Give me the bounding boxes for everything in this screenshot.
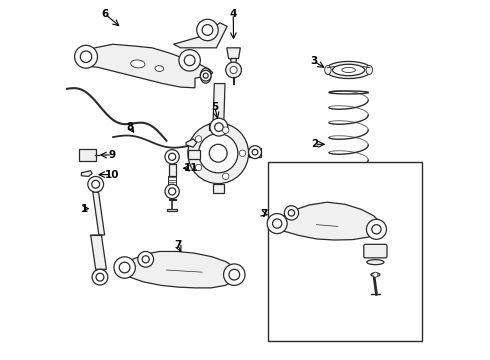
Circle shape <box>222 127 229 133</box>
Polygon shape <box>188 150 200 158</box>
Circle shape <box>92 180 99 188</box>
Circle shape <box>202 24 213 35</box>
Circle shape <box>165 184 179 199</box>
Circle shape <box>92 269 108 285</box>
Bar <box>268 162 422 341</box>
Text: 7: 7 <box>260 209 268 219</box>
Text: 10: 10 <box>105 170 120 180</box>
Circle shape <box>198 134 238 173</box>
Circle shape <box>196 164 202 171</box>
Circle shape <box>239 150 245 157</box>
Polygon shape <box>227 48 241 59</box>
Circle shape <box>184 55 195 66</box>
Circle shape <box>222 173 229 180</box>
Circle shape <box>80 51 92 63</box>
Polygon shape <box>248 148 261 157</box>
Circle shape <box>367 219 387 239</box>
Circle shape <box>284 206 298 220</box>
Circle shape <box>119 262 130 273</box>
Text: 2: 2 <box>311 139 318 149</box>
Circle shape <box>226 62 242 78</box>
Polygon shape <box>91 235 106 269</box>
Circle shape <box>197 19 218 41</box>
Circle shape <box>169 188 176 195</box>
FancyBboxPatch shape <box>364 244 387 258</box>
Circle shape <box>142 256 149 263</box>
Text: 5: 5 <box>211 102 218 112</box>
Ellipse shape <box>131 60 145 68</box>
Ellipse shape <box>155 66 164 71</box>
Polygon shape <box>213 184 223 193</box>
Ellipse shape <box>333 64 365 76</box>
Text: 4: 4 <box>229 9 237 19</box>
Circle shape <box>272 219 282 228</box>
Ellipse shape <box>325 62 372 78</box>
Circle shape <box>252 149 258 155</box>
Circle shape <box>179 50 200 71</box>
Text: 11: 11 <box>183 163 198 173</box>
Circle shape <box>209 144 227 162</box>
Circle shape <box>165 150 179 164</box>
Text: 8: 8 <box>126 122 134 132</box>
Circle shape <box>138 251 153 267</box>
Circle shape <box>230 66 237 73</box>
Ellipse shape <box>200 68 211 83</box>
Polygon shape <box>169 164 176 176</box>
Text: 6: 6 <box>101 9 109 19</box>
Circle shape <box>200 70 211 81</box>
Text: 1: 1 <box>81 203 88 213</box>
Circle shape <box>74 45 98 68</box>
Ellipse shape <box>366 66 372 75</box>
Circle shape <box>372 225 381 234</box>
Circle shape <box>188 123 248 184</box>
Polygon shape <box>168 208 177 211</box>
Circle shape <box>196 136 202 142</box>
Ellipse shape <box>367 260 384 265</box>
Ellipse shape <box>371 273 380 276</box>
Ellipse shape <box>325 66 331 75</box>
Circle shape <box>96 273 104 281</box>
Polygon shape <box>81 171 92 176</box>
Polygon shape <box>213 84 225 130</box>
Text: 7: 7 <box>174 240 181 250</box>
Polygon shape <box>115 251 238 288</box>
Circle shape <box>210 118 228 136</box>
Circle shape <box>223 264 245 285</box>
Circle shape <box>288 210 294 216</box>
FancyBboxPatch shape <box>79 149 96 161</box>
Polygon shape <box>186 139 197 147</box>
Circle shape <box>267 213 287 234</box>
Circle shape <box>229 269 240 280</box>
Polygon shape <box>77 44 213 88</box>
Polygon shape <box>272 202 381 240</box>
Text: 3: 3 <box>310 57 318 66</box>
Circle shape <box>373 272 378 277</box>
Circle shape <box>169 153 176 160</box>
Circle shape <box>203 73 208 78</box>
Circle shape <box>88 176 103 192</box>
Circle shape <box>215 123 223 131</box>
Circle shape <box>248 146 262 158</box>
Text: 9: 9 <box>109 150 116 160</box>
Polygon shape <box>93 192 104 235</box>
Polygon shape <box>173 23 227 48</box>
Ellipse shape <box>342 67 355 72</box>
Circle shape <box>114 257 135 278</box>
Polygon shape <box>209 123 225 130</box>
Polygon shape <box>231 59 237 66</box>
